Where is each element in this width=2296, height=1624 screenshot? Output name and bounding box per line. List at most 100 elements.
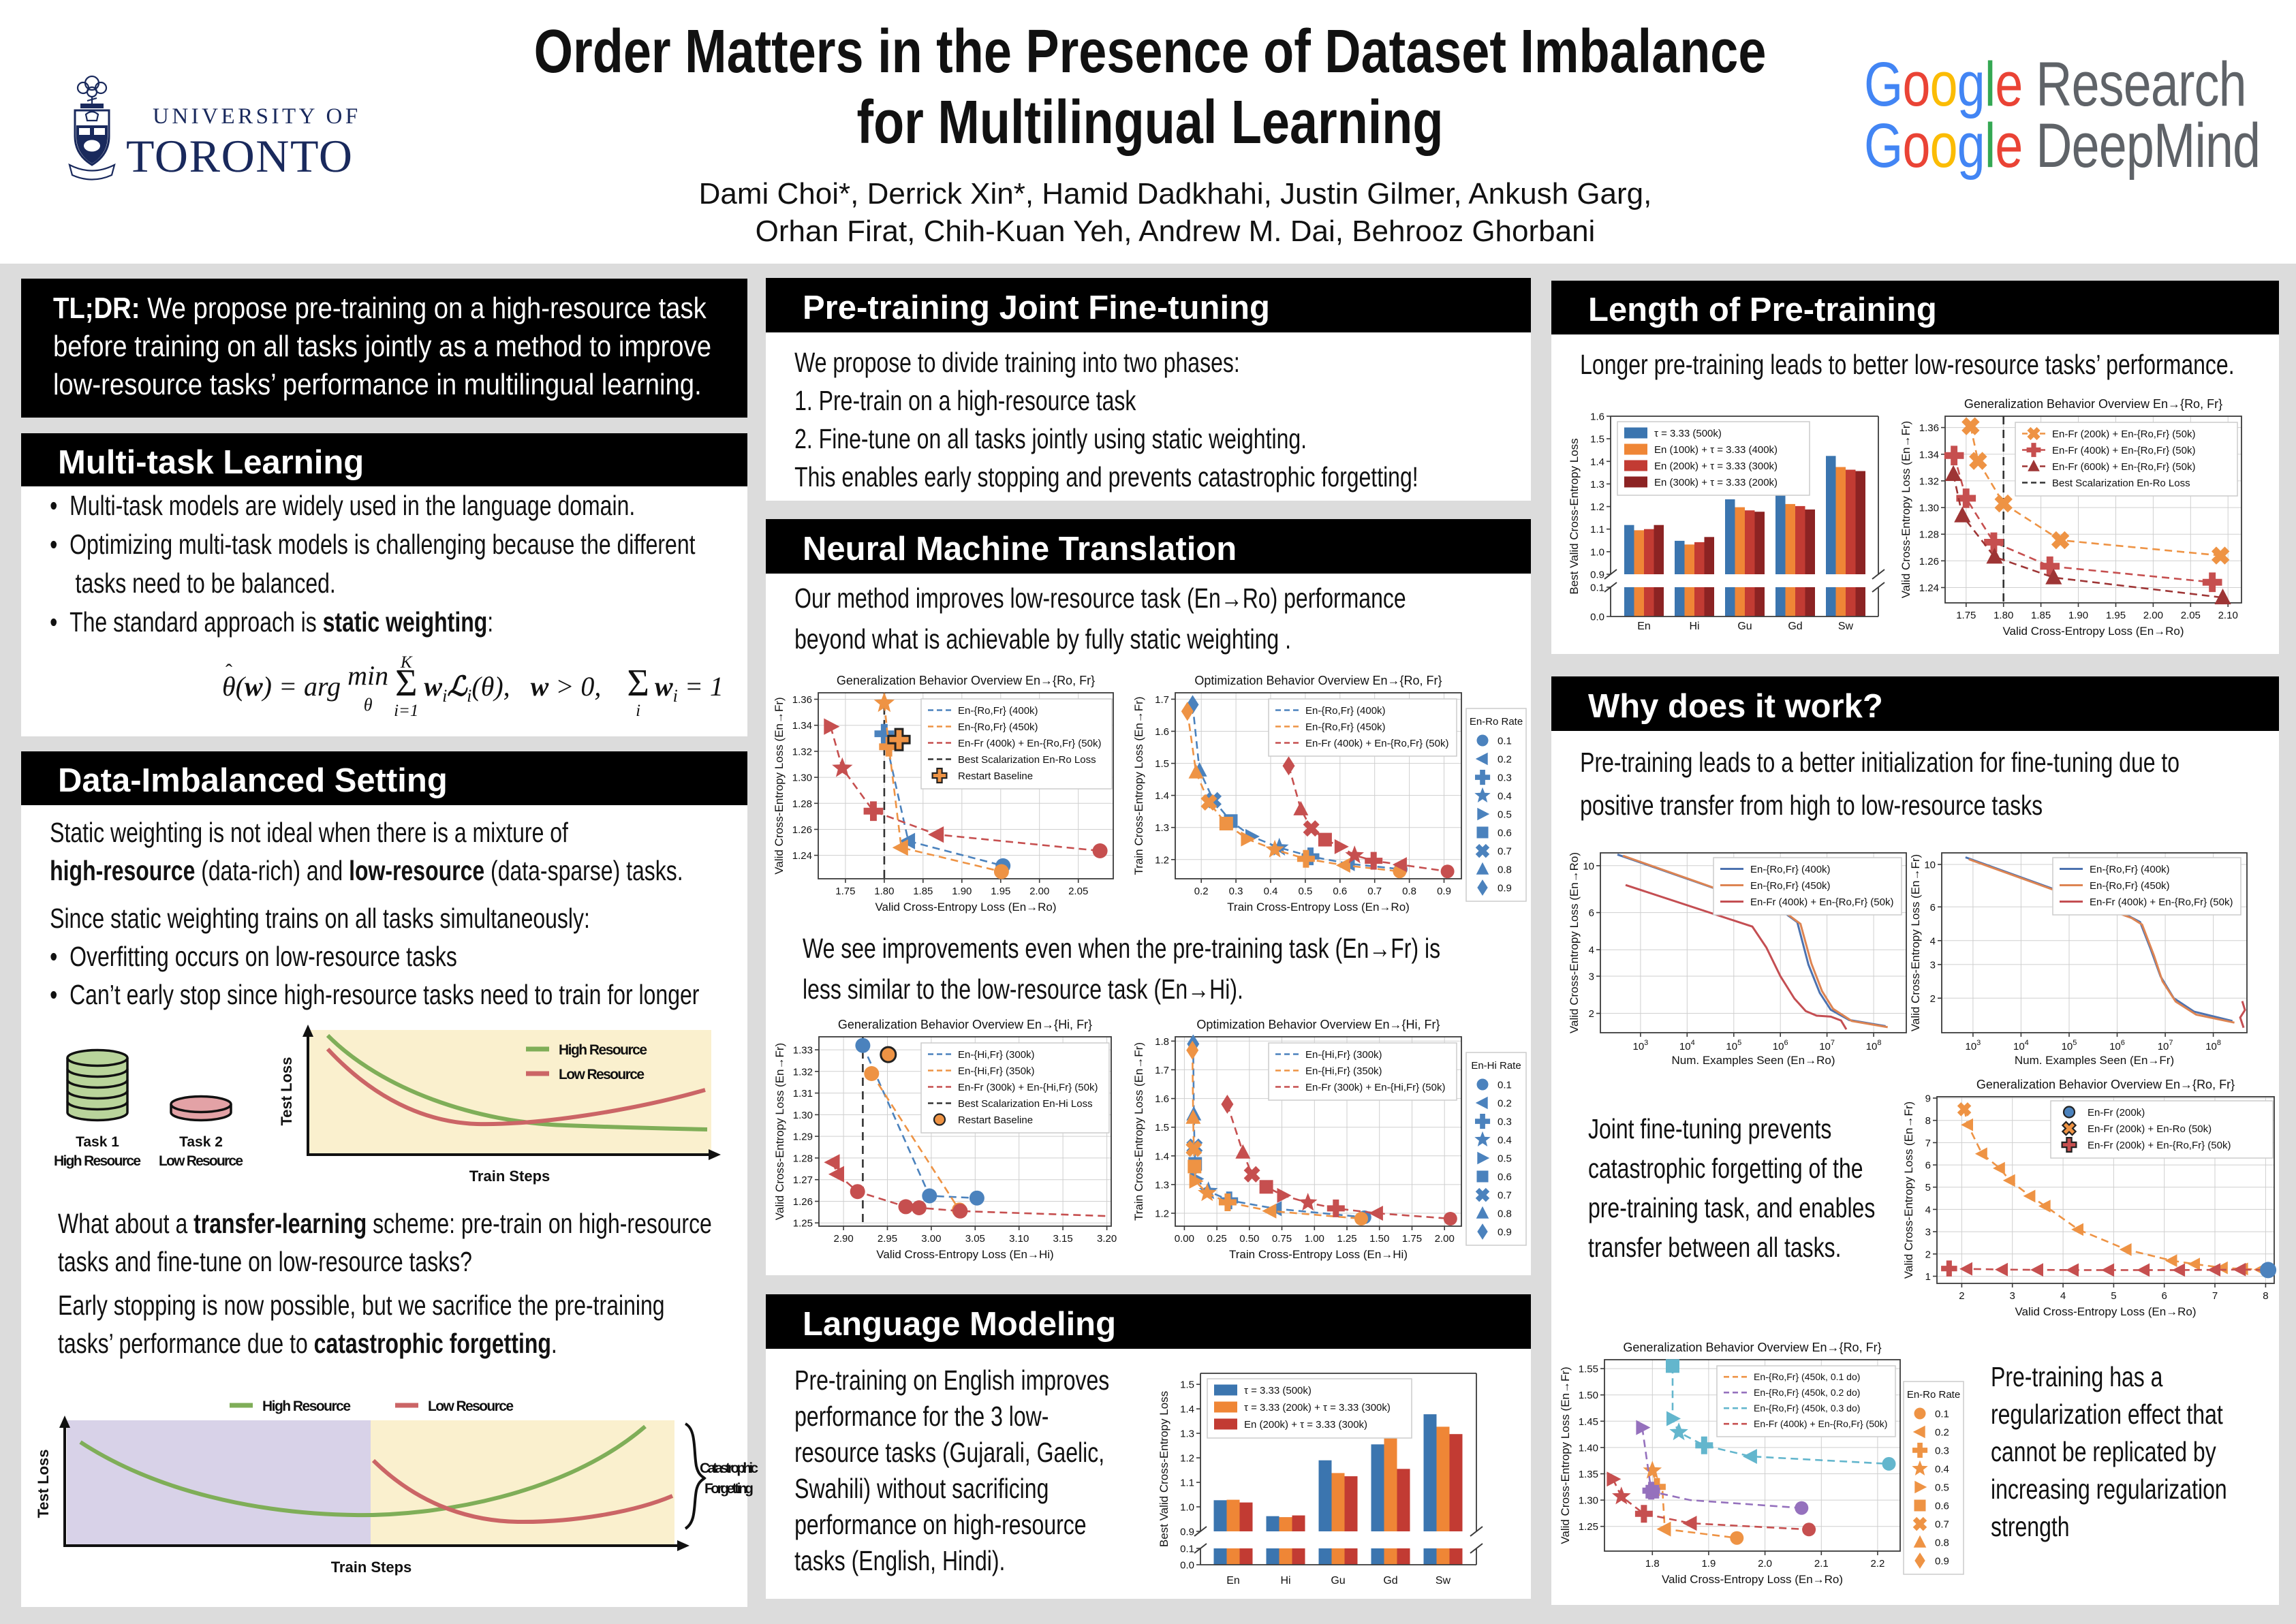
svg-text:103: 103: [1632, 1039, 1648, 1052]
svg-text:1.3: 1.3: [1590, 479, 1604, 490]
svg-text:En-Fr (200k) + En-Ro (50k): En-Fr (200k) + En-Ro (50k): [2088, 1123, 2212, 1135]
svg-text:Valid Cross-Entropy Loss (En→F: Valid Cross-Entropy Loss (En→Fr): [1902, 1102, 1915, 1279]
svg-text:1.6: 1.6: [1155, 726, 1169, 738]
svg-text:2.05: 2.05: [2181, 610, 2201, 621]
svg-text:0.9: 0.9: [1437, 886, 1451, 897]
svg-text:En-Fr (200k) + En-{Ro,Fr} (50k: En-Fr (200k) + En-{Ro,Fr} (50k): [2088, 1140, 2231, 1151]
svg-text:1.5: 1.5: [1155, 758, 1169, 770]
svg-text:TORONTO: TORONTO: [126, 130, 355, 182]
svg-text:8: 8: [2263, 1290, 2268, 1302]
svg-text:3.05: 3.05: [965, 1233, 985, 1245]
svg-text:Num. Examples Seen (En→Ro): Num. Examples Seen (En→Ro): [1672, 1054, 1835, 1067]
svg-text:2: 2: [1930, 993, 1936, 1005]
svg-text:0.1: 0.1: [1498, 1080, 1512, 1091]
svg-text:10: 10: [1583, 860, 1594, 872]
svg-text:0.1: 0.1: [1590, 582, 1604, 594]
svg-text:1.85: 1.85: [2031, 610, 2051, 621]
svg-text:108: 108: [1866, 1039, 1882, 1052]
svg-text:1.26: 1.26: [792, 824, 812, 836]
svg-text:1.31: 1.31: [793, 1088, 813, 1099]
svg-text:Valid Cross-Entropy Loss (En→R: Valid Cross-Entropy Loss (En→Ro): [1662, 1573, 1843, 1586]
svg-text:0.6: 0.6: [1498, 1172, 1512, 1183]
svg-text:High Resource: High Resource: [262, 1399, 351, 1414]
svg-text:3: 3: [1925, 1227, 1931, 1238]
svg-text:Sw: Sw: [1838, 621, 1854, 632]
svg-text:1.75: 1.75: [835, 886, 855, 897]
svg-text:1.30: 1.30: [792, 772, 812, 784]
svg-text:1.7: 1.7: [1155, 694, 1169, 706]
svg-text:Train Steps: Train Steps: [469, 1168, 550, 1185]
svg-text:0.4: 0.4: [1935, 1464, 1949, 1475]
svg-text:0.2: 0.2: [1194, 886, 1209, 897]
svg-text:Low Resource: Low Resource: [159, 1153, 243, 1169]
svg-text:1.6: 1.6: [1155, 1093, 1169, 1105]
svg-text:2: 2: [1925, 1249, 1931, 1260]
svg-text:6: 6: [1589, 907, 1594, 919]
svg-text:1.0: 1.0: [1180, 1502, 1194, 1514]
svg-text:Gu: Gu: [1737, 621, 1752, 632]
svg-text:Valid Cross-Entropy Loss (En→F: Valid Cross-Entropy Loss (En→Fr): [773, 1043, 786, 1220]
svg-text:0.8: 0.8: [1402, 886, 1416, 897]
svg-text:1.45: 1.45: [1579, 1416, 1598, 1428]
svg-text:Generalization Behavior Overvi: Generalization Behavior Overview En→{Hi,…: [838, 1018, 1092, 1031]
svg-text:0.3: 0.3: [1229, 886, 1243, 897]
svg-text:En-{Ro,Fr} (450k): En-{Ro,Fr} (450k): [1750, 880, 1831, 892]
svg-text:Valid Cross-Entropy Loss (En→R: Valid Cross-Entropy Loss (En→Ro): [2015, 1305, 2196, 1318]
svg-text:1.3: 1.3: [1155, 822, 1169, 834]
svg-text:En-Fr (200k): En-Fr (200k): [2088, 1107, 2145, 1119]
svg-text:1.34: 1.34: [792, 720, 812, 732]
svg-text:0.50: 0.50: [1239, 1233, 1259, 1245]
svg-text:1.26: 1.26: [793, 1196, 813, 1208]
svg-text:En-{Hi,Fr} (350k): En-{Hi,Fr} (350k): [958, 1065, 1035, 1077]
svg-text:En-{Hi,Fr} (300k): En-{Hi,Fr} (300k): [958, 1049, 1035, 1061]
svg-text:0.1: 0.1: [1180, 1544, 1194, 1555]
svg-text:4: 4: [2060, 1290, 2066, 1302]
svg-text:Valid Cross-Entropy Loss (En→F: Valid Cross-Entropy Loss (En→Fr): [1909, 854, 1922, 1031]
svg-text:UNIVERSITY OF: UNIVERSITY OF: [153, 104, 361, 129]
svg-text:2.90: 2.90: [833, 1233, 853, 1245]
svg-text:0.4: 0.4: [1264, 886, 1278, 897]
svg-text:1.25: 1.25: [1337, 1233, 1356, 1245]
svg-text:En-{Ro,Fr} (400k): En-{Ro,Fr} (400k): [1750, 864, 1831, 875]
svg-text:1.40: 1.40: [1579, 1442, 1598, 1454]
svg-text:Hi: Hi: [1689, 621, 1699, 632]
svg-text:1.6: 1.6: [1590, 411, 1604, 423]
svg-text:Restart Baseline: Restart Baseline: [958, 770, 1033, 782]
svg-text:0.9: 0.9: [1590, 569, 1604, 581]
svg-text:Train Steps: Train Steps: [331, 1559, 412, 1576]
svg-text:High Resource: High Resource: [559, 1042, 647, 1058]
svg-text:En-{Hi,Fr} (300k): En-{Hi,Fr} (300k): [1305, 1049, 1382, 1061]
svg-text:1.2: 1.2: [1155, 854, 1169, 866]
svg-text:0.3: 0.3: [1498, 772, 1512, 784]
svg-text:0.3: 0.3: [1498, 1116, 1512, 1128]
svg-text:En-Fr (200k) + En-{Ro,Fr} (50k: En-Fr (200k) + En-{Ro,Fr} (50k): [2052, 428, 2195, 440]
svg-text:1.0: 1.0: [1590, 546, 1604, 558]
svg-text:1.4: 1.4: [1155, 1151, 1169, 1162]
svg-text:0.7: 0.7: [1935, 1519, 1949, 1531]
svg-text:104: 104: [2013, 1039, 2029, 1052]
svg-text:1.90: 1.90: [952, 886, 972, 897]
svg-text:Best Scalarization En-Ro Loss: Best Scalarization En-Ro Loss: [2052, 478, 2190, 489]
svg-text:En-Ro Rate: En-Ro Rate: [1907, 1389, 1960, 1401]
svg-text:5: 5: [1925, 1182, 1931, 1193]
svg-text:1.8: 1.8: [1645, 1558, 1660, 1570]
svg-text:Valid Cross-Entropy Loss (En→F: Valid Cross-Entropy Loss (En→Fr): [773, 697, 786, 874]
svg-text:108: 108: [2205, 1039, 2221, 1052]
svg-text:4: 4: [1589, 945, 1594, 956]
svg-text:Test Loss: Test Loss: [35, 1449, 52, 1518]
svg-text:τ = 3.33 (500k): τ = 3.33 (500k): [1244, 1385, 1312, 1396]
svg-text:1.75: 1.75: [1402, 1233, 1422, 1245]
svg-text:Generalization Behavior Overvi: Generalization Behavior Overview En→{Ro,…: [1623, 1341, 1881, 1354]
svg-text:1.75: 1.75: [1956, 610, 1976, 621]
svg-text:0.9: 0.9: [1498, 1227, 1512, 1238]
svg-text:Valid Cross-Entropy Loss (En→R: Valid Cross-Entropy Loss (En→Ro): [1568, 852, 1581, 1033]
svg-text:0.5: 0.5: [1935, 1482, 1949, 1494]
svg-text:En-{Ro,Fr} (400k): En-{Ro,Fr} (400k): [2090, 864, 2170, 875]
svg-text:1.30: 1.30: [1919, 503, 1939, 514]
svg-text:1.3: 1.3: [1180, 1428, 1194, 1440]
svg-text:Valid Cross-Entropy Loss (En→F: Valid Cross-Entropy Loss (En→Fr): [1899, 421, 1912, 598]
svg-text:En-Hi Rate: En-Hi Rate: [1471, 1060, 1521, 1072]
svg-text:Train Cross-Entropy Loss (En→F: Train Cross-Entropy Loss (En→Fr): [1132, 697, 1145, 875]
svg-text:106: 106: [1773, 1039, 1788, 1052]
svg-text:103: 103: [1965, 1039, 1981, 1052]
